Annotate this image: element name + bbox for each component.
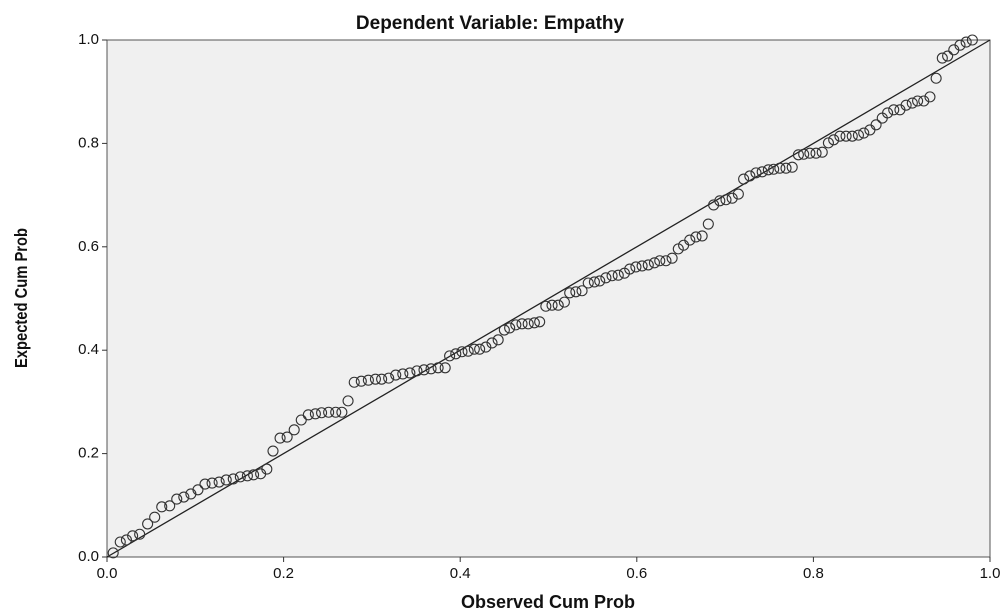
y-tick-label: 1.0 — [78, 31, 99, 48]
y-tick-label: 0.0 — [78, 548, 99, 565]
x-axis-title: Observed Cum Prob — [461, 592, 635, 612]
x-tick-label: 0.6 — [626, 565, 647, 582]
x-tick-label: 1.0 — [980, 565, 1000, 582]
y-tick-label: 0.6 — [78, 238, 99, 255]
chart: Dependent Variable: Empathy Observed Cum… — [0, 0, 1000, 613]
x-tick-label: 0.0 — [97, 565, 118, 582]
x-tick-label: 0.4 — [450, 565, 471, 582]
chart-title: Dependent Variable: Empathy — [356, 13, 625, 34]
y-tick-label: 0.8 — [78, 134, 99, 151]
y-tick-label: 0.2 — [78, 445, 99, 462]
y-tick-label: 0.4 — [78, 341, 99, 358]
y-axis-title: Expected Cum Prob — [11, 228, 31, 368]
x-tick-label: 0.2 — [273, 565, 294, 582]
x-tick-label: 0.8 — [803, 565, 824, 582]
